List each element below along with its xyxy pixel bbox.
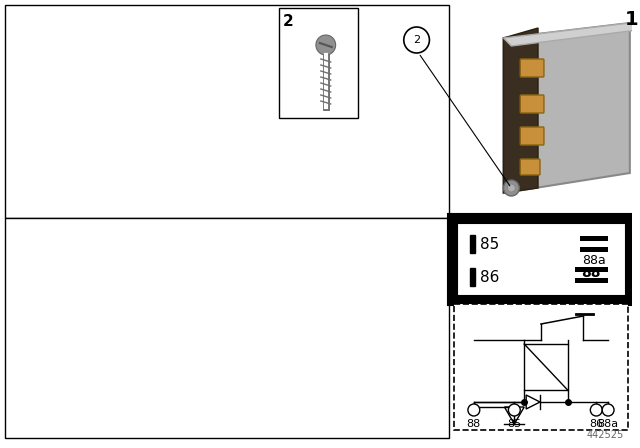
FancyBboxPatch shape: [520, 159, 540, 175]
Bar: [575, 278, 608, 283]
Circle shape: [508, 184, 515, 192]
Text: 2: 2: [413, 35, 420, 45]
Polygon shape: [504, 23, 630, 193]
Bar: [524, 344, 568, 390]
Circle shape: [508, 404, 520, 416]
Bar: [580, 236, 608, 241]
Bar: [575, 267, 608, 272]
Circle shape: [504, 180, 519, 196]
Circle shape: [404, 27, 429, 53]
Polygon shape: [504, 23, 637, 46]
Bar: [280, 8, 358, 118]
Text: 86: 86: [589, 419, 604, 429]
Circle shape: [590, 404, 602, 416]
Polygon shape: [504, 28, 538, 193]
Text: 442525: 442525: [587, 430, 624, 440]
Text: 88: 88: [582, 266, 601, 280]
Text: 86: 86: [480, 270, 499, 284]
FancyBboxPatch shape: [520, 59, 544, 77]
Circle shape: [316, 35, 335, 55]
Bar: [5, 5, 449, 218]
FancyBboxPatch shape: [520, 127, 544, 145]
Text: 2: 2: [282, 14, 293, 29]
Text: 85: 85: [508, 419, 522, 429]
Bar: [470, 235, 475, 253]
Bar: [452, 218, 630, 300]
Text: 88a: 88a: [582, 254, 606, 267]
Bar: [5, 218, 449, 438]
Bar: [580, 247, 608, 252]
Text: 88a: 88a: [598, 419, 619, 429]
Circle shape: [602, 404, 614, 416]
Text: 88: 88: [467, 419, 481, 429]
Bar: [454, 304, 628, 430]
Text: 1: 1: [625, 10, 639, 29]
Text: 85: 85: [480, 237, 499, 252]
Bar: [470, 268, 475, 286]
FancyBboxPatch shape: [520, 95, 544, 113]
Circle shape: [468, 404, 480, 416]
